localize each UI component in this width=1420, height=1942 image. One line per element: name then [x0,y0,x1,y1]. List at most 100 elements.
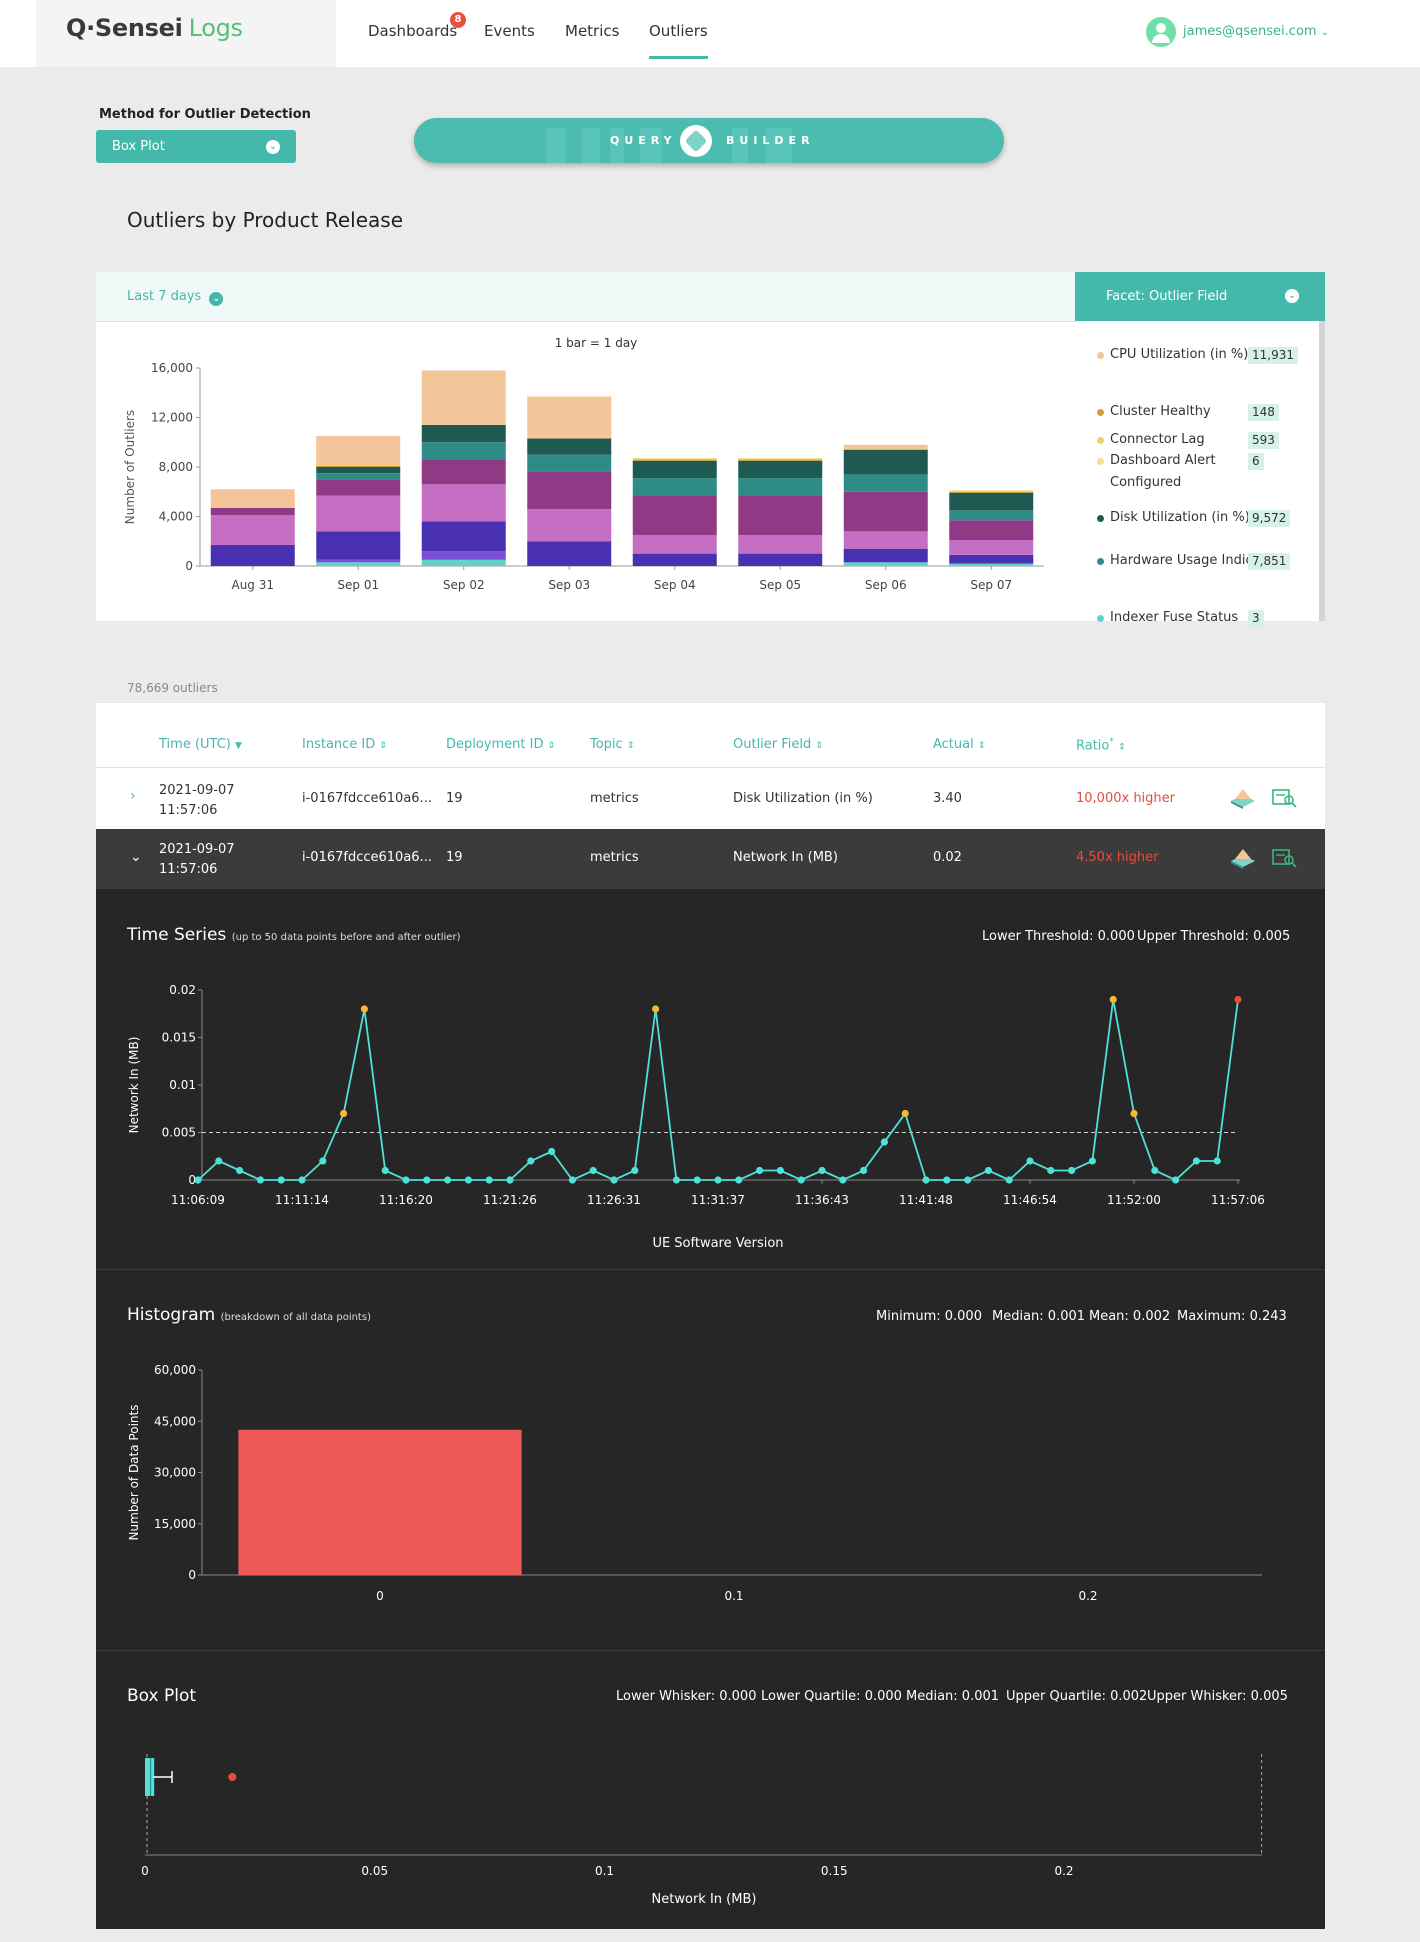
bar-segment [527,471,612,510]
column-header-time[interactable]: Time (UTC) ▼ [159,737,242,752]
bar-segment [210,507,295,516]
legend-count: 3 [1248,610,1264,627]
box-plot-chart: 0 0.05 0.1 0.15 0.2 Network In (MB) [141,1754,1263,1907]
time-range-value: Last 7 days [127,289,202,304]
query-builder-button[interactable]: QUERY BUILDER [414,118,1004,163]
legend-label: Cluster Healthy [1110,404,1211,419]
header-label: Topic [590,737,623,752]
time-clock: 11:57:06 [159,862,218,877]
data-point [340,1109,348,1118]
query-builder-icon[interactable] [1229,787,1257,809]
x-tick-label: 11:31:37 [691,1193,745,1207]
legend-item[interactable]: Disk Utilization (in %) [1097,507,1280,529]
legend-scrollbar[interactable] [1319,321,1325,621]
nav-dashboards[interactable]: Dashboards [368,22,458,40]
histogram-chart: 60,000 45,000 30,000 15,000 0 Number of Data … [127,1363,1262,1603]
legend-item[interactable]: CPU Utilization (in %) [1097,344,1280,366]
x-tick-label: Sep 01 [337,578,379,592]
bar-segment [210,489,295,508]
app-logo[interactable]: Q·Sensei Logs [66,14,243,42]
data-point [298,1176,306,1184]
data-point [693,1176,701,1184]
legend-item[interactable]: Cluster Healthy [1097,401,1280,423]
qb-decoration [610,128,624,163]
y-axis-label: Number of Data Points [127,1405,141,1541]
hist-maximum: Maximum: 0.243 [1177,1309,1287,1324]
x-tick-label: 0.15 [821,1864,848,1878]
bar-segment [949,490,1034,492]
y-tick-label: 30,000 [154,1466,196,1480]
y-axis-label: Network In (MB) [127,1037,141,1134]
column-header-topic[interactable]: Topic ⇕ [590,737,634,752]
legend-item[interactable]: Indexer Fuse Status [1097,607,1280,629]
x-tick-label: 11:57:06 [1211,1193,1265,1207]
legend-swatch [1097,558,1104,565]
bar-segment [949,491,1034,493]
data-point [756,1166,764,1175]
time-range-select[interactable]: Last 7 days ⌄ [127,289,224,306]
nav-events[interactable]: Events [484,22,535,40]
y-tick-label: 0.02 [169,983,196,997]
data-point [943,1176,951,1184]
legend-swatch [1097,352,1104,359]
data-point [485,1176,493,1184]
y-tick-label: 0 [185,559,193,573]
legend-count: 593 [1248,432,1279,449]
data-point [444,1176,452,1184]
x-tick-label: 0 [376,1589,384,1603]
column-header-instance[interactable]: Instance ID ⇕ [302,737,387,752]
bar-segment [527,509,612,542]
y-tick-label: 0 [188,1568,196,1582]
bar-segment [316,531,401,560]
chevron-down-icon[interactable]: ⌄ [130,849,142,865]
box-lower-whisker: Lower Whisker: 0.000 [616,1689,757,1704]
title-text: Box Plot [127,1686,197,1706]
x-tick-label: 11:16:20 [379,1193,433,1207]
legend-label: Dashboard Alert Configured [1110,453,1216,490]
nav-outliers[interactable]: Outliers [649,22,708,59]
upper-threshold: Upper Threshold: 0.005 [1137,929,1291,944]
data-point [589,1166,597,1175]
method-select[interactable]: Box Plot ⌄ [96,130,296,163]
bar-segment [949,520,1034,541]
column-header-field[interactable]: Outlier Field ⇕ [733,737,823,752]
bar-segment [632,460,717,479]
legend-item[interactable]: Hardware Usage Indicator [1097,550,1280,572]
legend-swatch [1097,409,1104,416]
data-point [672,1176,681,1184]
legend-label: Disk Utilization (in %) [1110,510,1250,525]
ratio-footnote-mark: * [1109,737,1114,747]
time-series-title: Time Series (up to 50 data points before… [127,925,460,945]
title-subtitle: (up to 50 data points before and after o… [231,932,461,943]
y-tick-label: 4,000 [159,510,193,524]
user-avatar-icon[interactable] [1146,17,1176,47]
table-row-expanded[interactable]: ⌄ 2021-09-07 11:57:06 i-0167fdcce610a6...… [96,829,1325,889]
data-point [984,1166,993,1175]
user-menu[interactable]: james@qsensei.com ⌄ [1183,24,1329,39]
table-row[interactable]: › 2021-09-07 11:57:06 i-0167fdcce610a6...… [96,768,1325,829]
chart-toolbar: Last 7 days ⌄ [96,272,1076,322]
legend-item[interactable]: Dashboard Alert Configured [1097,450,1280,494]
legend-item[interactable]: Connector Lag [1097,429,1280,451]
column-header-deployment[interactable]: Deployment ID ⇕ [446,737,555,752]
column-header-ratio[interactable]: Ratio* ⇕ [1076,737,1126,753]
bar-segment [843,531,928,549]
qb-decoration [640,128,662,163]
inspect-icon[interactable] [1271,787,1299,809]
bar-segment [738,459,823,461]
nav-metrics[interactable]: Metrics [565,22,620,40]
bar-segment [843,444,928,449]
bar-segment [527,454,612,472]
time-clock: 11:57:06 [159,803,218,818]
facet-select[interactable]: Facet: Outlier Field ⌄ [1075,272,1325,321]
inspect-icon[interactable] [1271,847,1299,869]
query-builder-icon[interactable] [1229,847,1257,869]
column-header-actual[interactable]: Actual ⇕ [933,737,985,752]
legend-label: Connector Lag [1110,432,1205,447]
hist-minimum: Minimum: 0.000 [876,1309,982,1324]
data-point [1192,1157,1200,1165]
legend-swatch [1097,437,1104,444]
chevron-right-icon[interactable]: › [130,788,136,804]
data-point [1172,1176,1180,1184]
cell-deployment: 19 [446,850,463,865]
